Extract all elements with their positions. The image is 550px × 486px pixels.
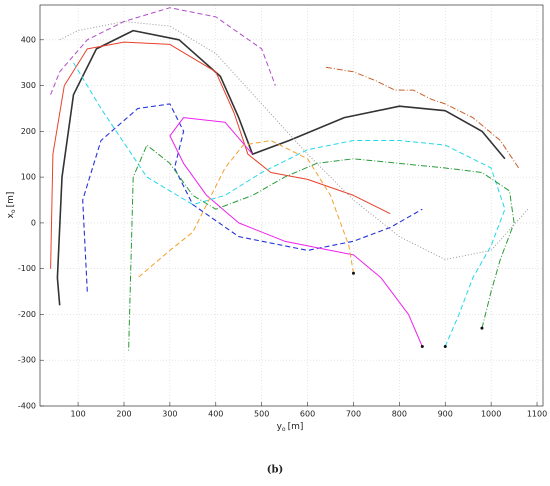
x-tick-label: 1100: [527, 410, 547, 419]
start-marker: [420, 344, 424, 348]
y-tick-label: 100: [21, 173, 36, 182]
trajectory: [50, 7, 276, 95]
y-tick-label: 300: [21, 81, 36, 90]
y-tick-label: -300: [18, 356, 36, 365]
x-tick-label: 400: [208, 410, 223, 419]
x-tick-label: 200: [116, 410, 131, 419]
y-tick-label: -100: [18, 264, 36, 273]
trajectory: [128, 144, 515, 352]
trajectory: [56, 29, 506, 306]
trajectory: [73, 62, 506, 347]
trajectory: [169, 117, 423, 347]
y-tick-label: 200: [21, 127, 36, 136]
x-tick-label: 1000: [481, 410, 501, 419]
x-tick-label: 600: [300, 410, 315, 419]
y-tick-label: -200: [18, 310, 36, 319]
x-tick-label: 800: [392, 410, 407, 419]
x-axis-label: yo [m]: [277, 422, 304, 433]
trajectory: [137, 140, 354, 279]
start-marker: [480, 326, 484, 330]
trajectory: [82, 103, 423, 292]
y-axis-label: xo[m]: [6, 192, 17, 219]
start-marker: [351, 271, 355, 275]
x-tick-label: 100: [70, 410, 85, 419]
y-tick-label: 400: [21, 35, 36, 44]
x-tick-label: 300: [162, 410, 177, 419]
trajectory: [59, 21, 529, 260]
x-tick-label: 500: [254, 410, 269, 419]
x-tick-label: 900: [438, 410, 453, 419]
trajectory: [325, 66, 520, 169]
y-tick-label: 0: [31, 218, 36, 227]
caption: (b): [267, 465, 283, 476]
y-tick-label: -400: [18, 402, 36, 411]
plot-frame: [39, 4, 544, 407]
trajectory: [50, 41, 391, 269]
start-marker: [443, 344, 447, 348]
x-tick-label: 700: [346, 410, 361, 419]
